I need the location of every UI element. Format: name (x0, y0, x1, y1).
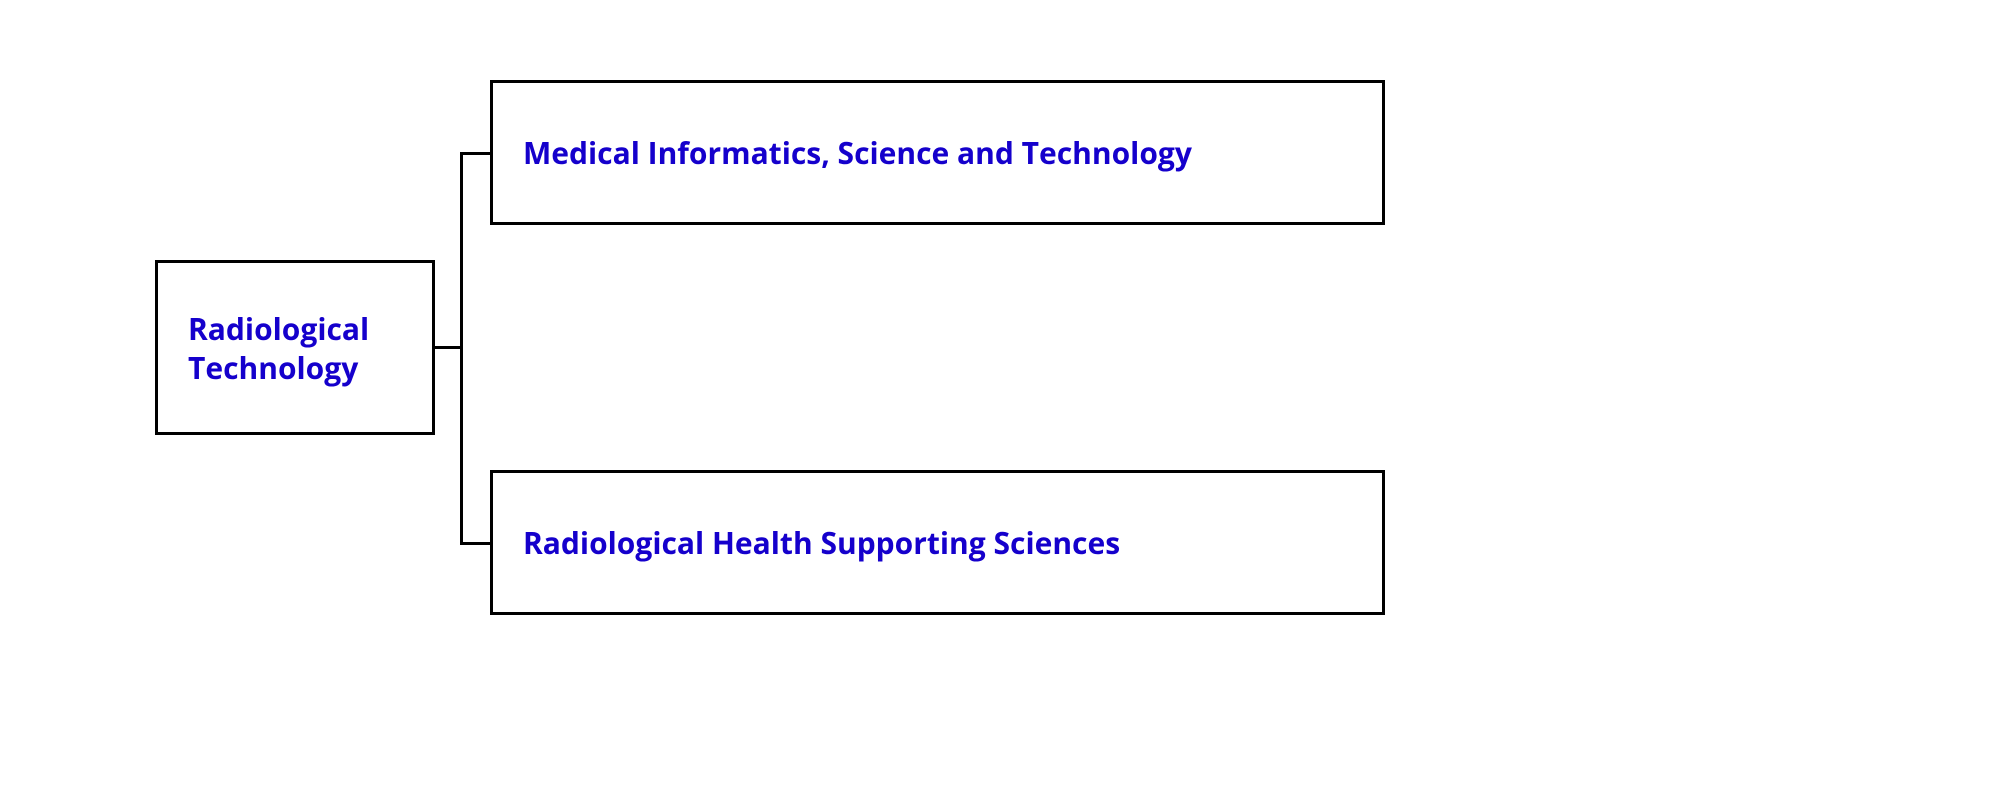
root-node: Radiological Technology (155, 260, 435, 435)
connector-vertical (460, 152, 463, 544)
child-node-1: Medical Informatics, Science and Technol… (490, 80, 1385, 225)
child-node-2: Radiological Health Supporting Sciences (490, 470, 1385, 615)
child-node-1-label: Medical Informatics, Science and Technol… (523, 133, 1192, 172)
connector-to-child2 (460, 542, 490, 545)
root-node-label: Radiological Technology (188, 309, 402, 387)
connector-to-child1 (460, 152, 490, 155)
child-node-2-label: Radiological Health Supporting Sciences (523, 523, 1120, 562)
connector-root-stub (435, 346, 462, 349)
